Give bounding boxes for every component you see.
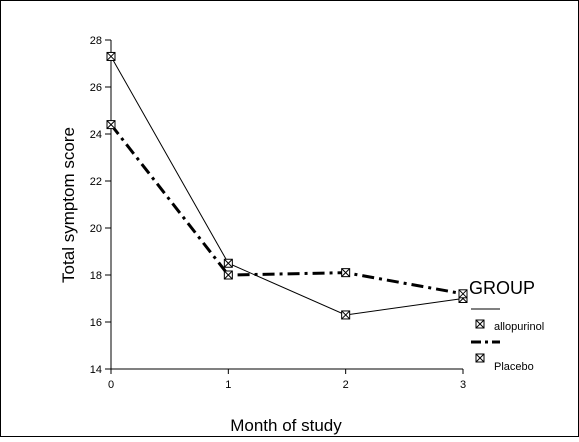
data-point-placebo bbox=[106, 120, 116, 130]
y-tick-label: 22 bbox=[90, 176, 102, 188]
series-lines bbox=[109, 56, 464, 316]
series-line-allopurinol bbox=[110, 56, 464, 316]
y-tick-label: 14 bbox=[90, 364, 102, 376]
data-point-placebo bbox=[458, 289, 468, 299]
data-point-placebo bbox=[223, 270, 233, 280]
y-tick-group: 14 16 18 20 22 24 26 28 bbox=[90, 35, 111, 376]
y-axis-label: Total symptom score bbox=[59, 127, 78, 283]
data-point-allopurinol bbox=[106, 51, 116, 61]
legend-label-allopurinol: allopurinol bbox=[494, 321, 544, 333]
series-markers bbox=[106, 51, 468, 320]
x-axis-label: Month of study bbox=[230, 416, 342, 435]
x-tick-label: 0 bbox=[108, 379, 114, 391]
y-tick-label: 16 bbox=[90, 317, 102, 329]
y-tick-label: 20 bbox=[90, 223, 102, 235]
legend-title: GROUP bbox=[469, 278, 535, 298]
x-tick-label: 3 bbox=[460, 379, 466, 391]
series-line-placebo bbox=[109, 123, 464, 296]
x-tick-label: 2 bbox=[343, 379, 349, 391]
x-tick-group: 0 1 2 3 bbox=[108, 369, 466, 391]
legend-label-placebo: Placebo bbox=[494, 361, 534, 373]
x-tick-label: 1 bbox=[225, 379, 231, 391]
y-tick-label: 18 bbox=[90, 270, 102, 282]
y-tick-label: 28 bbox=[90, 35, 102, 47]
data-point-allopurinol bbox=[341, 310, 351, 320]
y-tick-label: 26 bbox=[90, 82, 102, 94]
data-point-placebo bbox=[341, 268, 351, 278]
legend-marker-allopurinol bbox=[475, 319, 485, 329]
legend-marker-placebo bbox=[475, 353, 485, 363]
y-tick-label: 24 bbox=[90, 129, 102, 141]
data-point-allopurinol bbox=[223, 258, 233, 268]
